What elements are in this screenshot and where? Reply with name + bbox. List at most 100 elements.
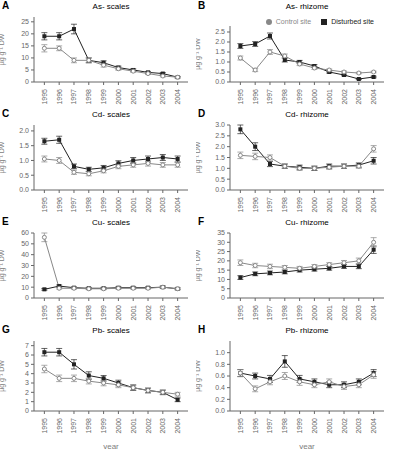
svg-text:2000: 2000 xyxy=(115,305,122,321)
svg-text:1: 1 xyxy=(25,398,29,405)
svg-text:10: 10 xyxy=(21,54,29,61)
svg-text:1.0: 1.0 xyxy=(215,349,225,356)
svg-text:2: 2 xyxy=(25,389,29,396)
svg-text:2004: 2004 xyxy=(174,418,181,434)
svg-text:2000: 2000 xyxy=(115,418,122,434)
svg-text:year: year xyxy=(299,442,315,449)
svg-text:1995: 1995 xyxy=(41,305,48,321)
svg-text:1999: 1999 xyxy=(100,305,107,321)
svg-text:2002: 2002 xyxy=(145,418,152,434)
svg-text:0.0: 0.0 xyxy=(19,186,29,193)
svg-text:2.5: 2.5 xyxy=(215,28,225,35)
svg-text:1997: 1997 xyxy=(70,197,77,213)
svg-text:1999: 1999 xyxy=(100,197,107,213)
svg-text:1999: 1999 xyxy=(296,305,303,321)
svg-text:1.0: 1.0 xyxy=(19,157,29,164)
svg-text:µg g⁻¹ DW: µg g⁻¹ DW xyxy=(196,38,202,70)
svg-text:1997: 1997 xyxy=(70,418,77,434)
svg-text:2004: 2004 xyxy=(174,305,181,321)
svg-text:1999: 1999 xyxy=(296,418,303,434)
svg-text:0: 0 xyxy=(25,294,29,301)
svg-text:10: 10 xyxy=(217,276,225,283)
svg-text:1997: 1997 xyxy=(266,197,273,213)
svg-text:µg g⁻¹ DW: µg g⁻¹ DW xyxy=(196,141,202,173)
svg-text:20: 20 xyxy=(21,273,29,280)
svg-text:1998: 1998 xyxy=(281,418,288,434)
svg-text:5: 5 xyxy=(25,66,29,73)
svg-text:1.5: 1.5 xyxy=(215,48,225,55)
svg-text:1998: 1998 xyxy=(281,89,288,105)
svg-text:35: 35 xyxy=(217,229,225,236)
svg-text:0.5: 0.5 xyxy=(215,176,225,183)
svg-text:5: 5 xyxy=(221,285,225,292)
svg-text:2003: 2003 xyxy=(355,89,362,105)
svg-text:2004: 2004 xyxy=(370,305,377,321)
svg-text:0: 0 xyxy=(25,78,29,85)
svg-text:2004: 2004 xyxy=(174,89,181,105)
svg-text:2001: 2001 xyxy=(326,418,333,434)
svg-text:0.0: 0.0 xyxy=(215,407,225,414)
svg-text:1997: 1997 xyxy=(266,89,273,105)
svg-text:2004: 2004 xyxy=(370,418,377,434)
svg-text:30: 30 xyxy=(21,262,29,269)
svg-text:2003: 2003 xyxy=(159,418,166,434)
svg-text:0.2: 0.2 xyxy=(215,396,225,403)
svg-text:7: 7 xyxy=(25,342,29,349)
svg-text:1997: 1997 xyxy=(70,305,77,321)
svg-text:0.5: 0.5 xyxy=(19,172,29,179)
svg-text:2004: 2004 xyxy=(370,197,377,213)
svg-text:2.0: 2.0 xyxy=(19,127,29,134)
svg-text:2002: 2002 xyxy=(341,89,348,105)
svg-text:2003: 2003 xyxy=(159,89,166,105)
svg-text:1995: 1995 xyxy=(237,89,244,105)
svg-text:0.4: 0.4 xyxy=(215,384,225,391)
svg-text:2002: 2002 xyxy=(145,89,152,105)
svg-text:1996: 1996 xyxy=(56,197,63,213)
svg-text:1996: 1996 xyxy=(56,305,63,321)
svg-text:0.6: 0.6 xyxy=(215,372,225,379)
svg-text:1998: 1998 xyxy=(281,197,288,213)
svg-text:2001: 2001 xyxy=(130,89,137,105)
svg-text:2003: 2003 xyxy=(159,197,166,213)
svg-text:2000: 2000 xyxy=(311,418,318,434)
svg-text:1997: 1997 xyxy=(266,305,273,321)
svg-text:1996: 1996 xyxy=(252,418,259,434)
svg-text:50: 50 xyxy=(21,240,29,247)
svg-text:0.8: 0.8 xyxy=(215,361,225,368)
svg-text:1995: 1995 xyxy=(237,197,244,213)
svg-text:60: 60 xyxy=(21,229,29,236)
svg-text:3: 3 xyxy=(25,379,29,386)
svg-text:0.5: 0.5 xyxy=(215,68,225,75)
svg-text:2002: 2002 xyxy=(145,305,152,321)
svg-text:30: 30 xyxy=(217,239,225,246)
svg-text:5: 5 xyxy=(25,361,29,368)
svg-text:2001: 2001 xyxy=(130,418,137,434)
svg-text:1995: 1995 xyxy=(41,89,48,105)
svg-text:1996: 1996 xyxy=(56,418,63,434)
svg-text:1996: 1996 xyxy=(252,197,259,213)
svg-text:1995: 1995 xyxy=(41,197,48,213)
svg-text:10: 10 xyxy=(21,284,29,291)
svg-text:1.0: 1.0 xyxy=(215,58,225,65)
svg-text:1.0: 1.0 xyxy=(215,165,225,172)
svg-text:40: 40 xyxy=(21,251,29,258)
svg-text:2000: 2000 xyxy=(311,89,318,105)
svg-text:2002: 2002 xyxy=(341,305,348,321)
svg-text:3.0: 3.0 xyxy=(215,121,225,128)
svg-text:µg g⁻¹ DW: µg g⁻¹ DW xyxy=(196,360,202,392)
svg-text:0.0: 0.0 xyxy=(215,186,225,193)
svg-text:1998: 1998 xyxy=(85,418,92,434)
svg-text:0: 0 xyxy=(221,294,225,301)
svg-text:2001: 2001 xyxy=(326,197,333,213)
svg-text:2003: 2003 xyxy=(355,305,362,321)
svg-text:2001: 2001 xyxy=(130,197,137,213)
svg-text:1995: 1995 xyxy=(237,418,244,434)
svg-text:2.5: 2.5 xyxy=(215,132,225,139)
svg-text:1998: 1998 xyxy=(85,89,92,105)
svg-text:1999: 1999 xyxy=(100,89,107,105)
svg-text:1996: 1996 xyxy=(56,89,63,105)
svg-text:2002: 2002 xyxy=(341,197,348,213)
svg-text:0: 0 xyxy=(25,407,29,414)
svg-text:2003: 2003 xyxy=(159,305,166,321)
svg-text:2.0: 2.0 xyxy=(215,143,225,150)
